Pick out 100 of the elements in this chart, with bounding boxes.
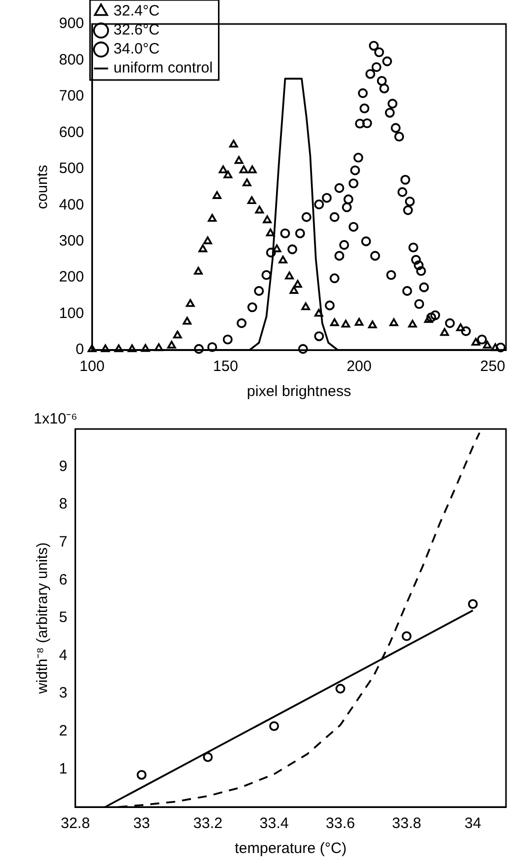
point	[426, 312, 436, 322]
point	[301, 302, 310, 310]
x-tick-label: 100	[80, 358, 105, 376]
point	[403, 205, 413, 216]
point	[295, 228, 305, 238]
point	[154, 343, 164, 352]
point	[471, 338, 480, 346]
point	[445, 318, 455, 328]
point	[280, 228, 290, 238]
point	[88, 344, 96, 352]
point	[266, 228, 275, 236]
point	[430, 310, 440, 320]
point	[416, 266, 426, 276]
point	[334, 250, 344, 261]
point	[314, 308, 324, 317]
y-tick-label: 2	[59, 722, 68, 740]
point	[262, 270, 272, 280]
x-tick-label: 33.6	[326, 815, 355, 832]
point	[234, 156, 244, 164]
point	[114, 344, 124, 352]
point	[247, 196, 256, 204]
point	[376, 76, 387, 86]
y-tick-label: 8	[59, 496, 68, 513]
point	[358, 88, 368, 98]
y-tick-label: 300	[58, 232, 84, 250]
x-tick-label: 34	[464, 815, 482, 832]
point	[348, 222, 358, 232]
x-tick-label: 33.8	[392, 815, 422, 832]
point	[207, 342, 218, 352]
point	[322, 192, 332, 203]
y-tick-label: 200	[58, 268, 84, 286]
legend-label: uniform control	[114, 60, 213, 77]
point	[362, 118, 372, 128]
y-tick-label: 7	[59, 534, 68, 551]
y-tick-label: 4	[59, 646, 68, 664]
point	[285, 272, 294, 280]
point	[167, 340, 176, 349]
point	[461, 326, 471, 336]
point	[302, 212, 312, 222]
point	[400, 174, 410, 185]
point	[287, 244, 298, 254]
point	[247, 302, 258, 312]
point	[344, 194, 354, 204]
point	[212, 191, 222, 199]
point	[408, 242, 418, 252]
point	[334, 183, 344, 193]
y-tick-label: 700	[58, 88, 84, 105]
point	[330, 318, 339, 326]
point	[202, 752, 213, 762]
legend-label: 32.4°C	[114, 2, 160, 20]
point	[402, 286, 412, 296]
point	[314, 331, 324, 342]
point	[198, 244, 208, 252]
point	[222, 334, 233, 344]
point	[335, 684, 346, 694]
point	[388, 98, 398, 109]
point	[208, 214, 217, 222]
point	[397, 187, 408, 197]
point	[411, 254, 421, 265]
y-tick-label: 9	[59, 458, 68, 475]
point	[414, 299, 424, 309]
point	[379, 84, 390, 94]
x-tick-label: 200	[346, 358, 372, 376]
point	[365, 69, 376, 79]
point	[248, 165, 257, 174]
point	[384, 108, 395, 118]
point	[262, 215, 272, 224]
point	[496, 342, 506, 352]
point	[254, 286, 264, 296]
point	[266, 248, 276, 258]
point	[368, 40, 379, 51]
x-tick-label: 33	[133, 815, 150, 832]
point	[419, 282, 429, 292]
point	[490, 343, 500, 352]
point	[404, 196, 415, 206]
point	[414, 260, 424, 270]
point	[355, 118, 365, 129]
point	[290, 286, 298, 294]
point	[194, 344, 204, 354]
point	[370, 250, 380, 261]
x-tick-label: 32.8	[60, 815, 90, 832]
point	[386, 270, 396, 280]
point	[339, 240, 350, 250]
point	[440, 328, 449, 336]
x-tick-label: 33.2	[193, 815, 222, 832]
point	[354, 318, 364, 326]
point	[477, 334, 487, 344]
point	[272, 244, 282, 252]
point	[360, 104, 370, 114]
point	[368, 320, 377, 328]
text: 1x10⁻⁶	[34, 410, 78, 428]
point	[194, 266, 203, 275]
y-tick-label: 500	[58, 160, 84, 178]
y-tick-label: 6	[59, 571, 68, 588]
point	[236, 318, 246, 328]
point	[203, 236, 212, 244]
y-tick-label: 1	[59, 760, 68, 778]
point	[101, 344, 110, 352]
point	[402, 631, 412, 642]
x-tick-label: 33.4	[260, 815, 289, 832]
